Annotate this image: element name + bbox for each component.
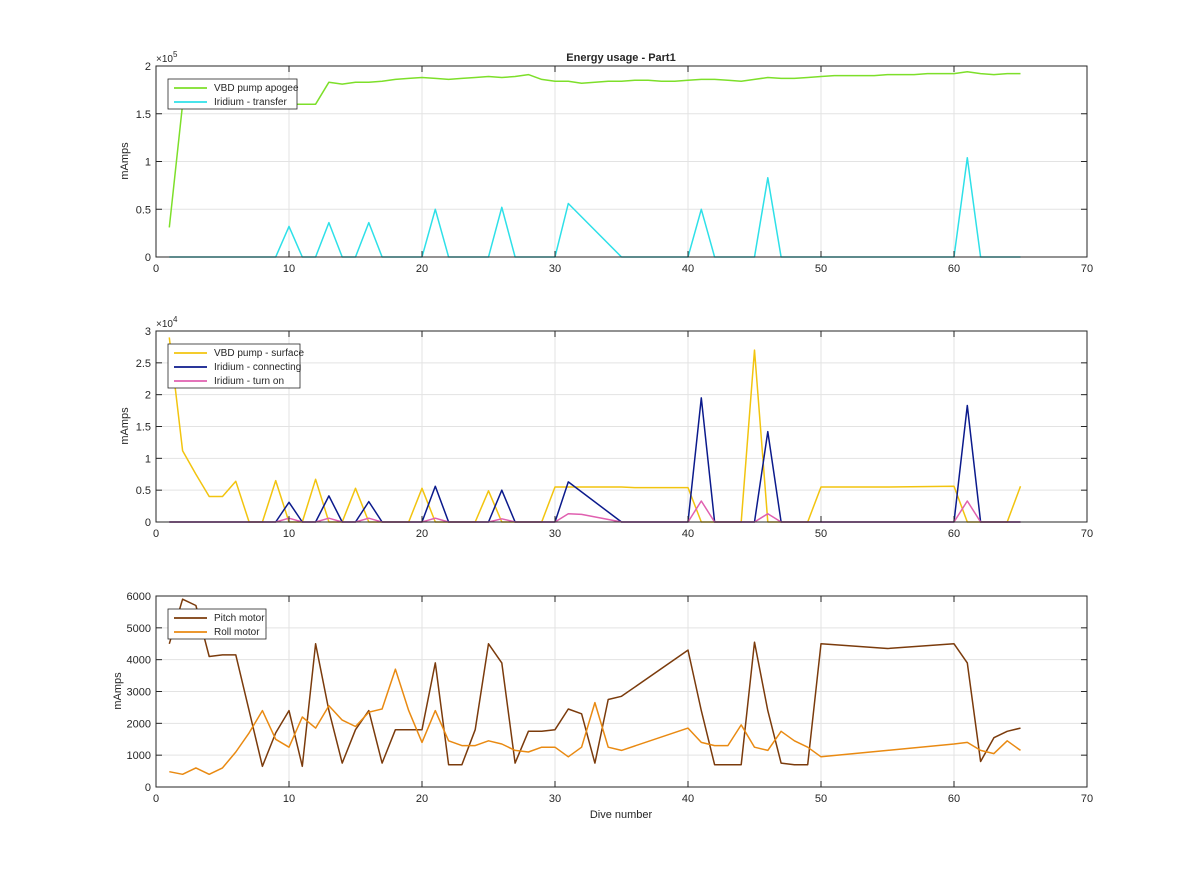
x-tick-label: 50	[815, 263, 827, 275]
x-tick-label: 20	[416, 263, 428, 275]
y-tick-label: 2000	[127, 718, 151, 730]
subplot-top: 0 10 20 30 40 50 60 70 0 0.5 1 1.5 2 Energy usage - …	[119, 50, 1093, 275]
y-tick-label: 4000	[127, 655, 151, 667]
x-tick-label: 10	[283, 793, 295, 805]
x-tick-label: 20	[416, 793, 428, 805]
x-tick-label: 0	[153, 793, 159, 805]
legend: VBD pump - surface Iridium - connecting …	[167, 343, 304, 389]
x-tick-label: 60	[948, 263, 960, 275]
x-tick-label: 30	[549, 528, 561, 540]
y-tick-label: 3000	[127, 687, 151, 699]
legend-label-2: Iridium - turn on	[214, 376, 284, 387]
y-exponent: ×105	[156, 50, 178, 65]
y-tick-label: 0	[145, 517, 151, 529]
y-tick-label: 1	[145, 157, 151, 169]
y-tick-label: 0.5	[136, 204, 151, 216]
legend-label-0: Pitch motor	[214, 613, 265, 624]
svg-text:×105: ×105	[156, 50, 178, 65]
svg-text:×104: ×104	[156, 315, 178, 330]
legend: Pitch motor Roll motor	[167, 608, 267, 640]
series-line-0	[168, 70, 1021, 228]
legend-label-1: Roll motor	[214, 627, 260, 638]
y-tick-label: 2	[145, 390, 151, 402]
series-line-0	[168, 598, 1021, 768]
y-axis-label: mAmps	[119, 142, 131, 180]
y-exponent: ×104	[156, 315, 178, 330]
x-axis-label: Dive number	[590, 809, 653, 821]
x-tick-label: 20	[416, 528, 428, 540]
x-tick-label: 10	[283, 528, 295, 540]
y-tick-label: 0.5	[136, 485, 151, 497]
y-tick-label: 1.5	[136, 422, 151, 434]
x-tick-label: 30	[549, 793, 561, 805]
chart-title: Energy usage - Part1	[566, 52, 675, 64]
x-tick-label: 30	[549, 263, 561, 275]
y-tick-label: 2	[145, 61, 151, 73]
subplot-bottom: 0 10 20 30 40 50 60 70 0 1000 2000 3000 4000 5000 6000…	[112, 591, 1093, 821]
x-tick-label: 40	[682, 793, 694, 805]
x-tick-label: 40	[682, 263, 694, 275]
y-axis-label: mAmps	[112, 672, 124, 710]
legend: VBD pump apogee Iridium - transfer	[167, 78, 299, 110]
y-tick-label: 1.5	[136, 109, 151, 121]
legend-label-0: VBD pump apogee	[214, 83, 299, 94]
y-tick-label: 3	[145, 326, 151, 338]
x-tick-label: 60	[948, 528, 960, 540]
y-tick-label: 2.5	[136, 358, 151, 370]
y-tick-label: 1000	[127, 750, 151, 762]
x-tick-label: 60	[948, 793, 960, 805]
y-tick-label: 5000	[127, 623, 151, 635]
y-tick-label: 1	[145, 453, 151, 465]
legend-label-1: Iridium - transfer	[214, 97, 287, 108]
series-line-1	[169, 668, 1021, 776]
series-line-1	[169, 397, 1021, 523]
y-tick-label: 6000	[127, 591, 151, 603]
legend-label-0: VBD pump - surface	[214, 348, 304, 359]
x-tick-label: 70	[1081, 263, 1093, 275]
y-tick-label: 0	[145, 252, 151, 264]
x-tick-label: 40	[682, 528, 694, 540]
y-axis-label: mAmps	[119, 407, 131, 445]
x-tick-label: 0	[153, 263, 159, 275]
x-tick-label: 0	[153, 528, 159, 540]
x-tick-label: 70	[1081, 793, 1093, 805]
x-tick-label: 10	[283, 263, 295, 275]
legend-label-1: Iridium - connecting	[214, 362, 301, 373]
y-exponent-power: 4	[173, 315, 178, 324]
y-tick-label: 0	[145, 782, 151, 794]
x-tick-label: 50	[815, 528, 827, 540]
series-line-2	[169, 500, 1021, 523]
y-exponent-power: 5	[173, 50, 178, 59]
x-tick-label: 50	[815, 793, 827, 805]
series-line-1	[169, 156, 1021, 258]
x-tick-label: 70	[1081, 528, 1093, 540]
